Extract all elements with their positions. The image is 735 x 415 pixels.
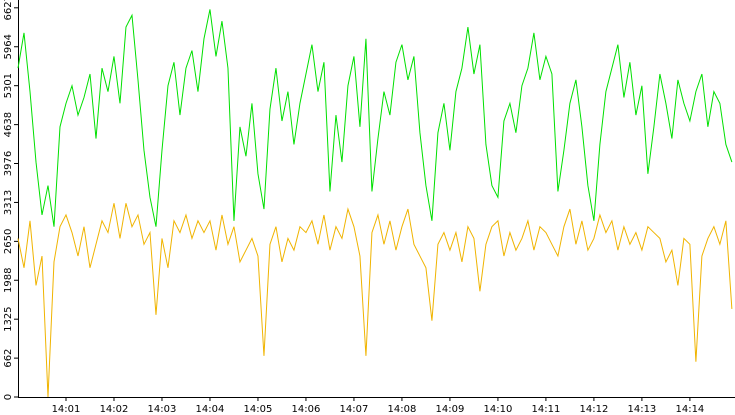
x-tick-label: 14:12 (579, 404, 608, 415)
y-tick-label: 1988 (3, 268, 14, 293)
series-line (17, 9, 733, 227)
y-tick-label: 3976 (3, 151, 14, 176)
y-tick-label: 2650 (3, 229, 14, 254)
x-tick-label: 14:01 (52, 404, 81, 415)
x-tick-label: 14:08 (388, 404, 417, 415)
x-tick-label: 14:10 (484, 404, 513, 415)
x-tick-label: 14:11 (531, 404, 560, 415)
x-tick-label: 14:13 (627, 404, 656, 415)
y-tick-label: 0 (3, 394, 14, 400)
x-tick-label: 14:09 (436, 404, 465, 415)
x-tick-label: 14:04 (196, 404, 225, 415)
y-tick-label: 4638 (3, 112, 14, 137)
x-tick-label: 14:02 (100, 404, 129, 415)
y-tick-label: 5964 (3, 34, 14, 59)
y-tick-label: 5301 (3, 73, 14, 98)
y-tick-label: 3313 (3, 190, 14, 215)
x-tick-label: 14:14 (675, 404, 704, 415)
y-tick-label: 1325 (3, 306, 14, 331)
x-tick-label: 14:03 (148, 404, 177, 415)
x-tick-label: 14:06 (292, 404, 321, 415)
x-tick-label: 14:07 (340, 404, 369, 415)
x-tick-label: 14:05 (244, 404, 273, 415)
y-tick-label: 662 (3, 349, 14, 368)
y-tick-label: 6627 (3, 0, 14, 21)
series-line (17, 203, 733, 398)
